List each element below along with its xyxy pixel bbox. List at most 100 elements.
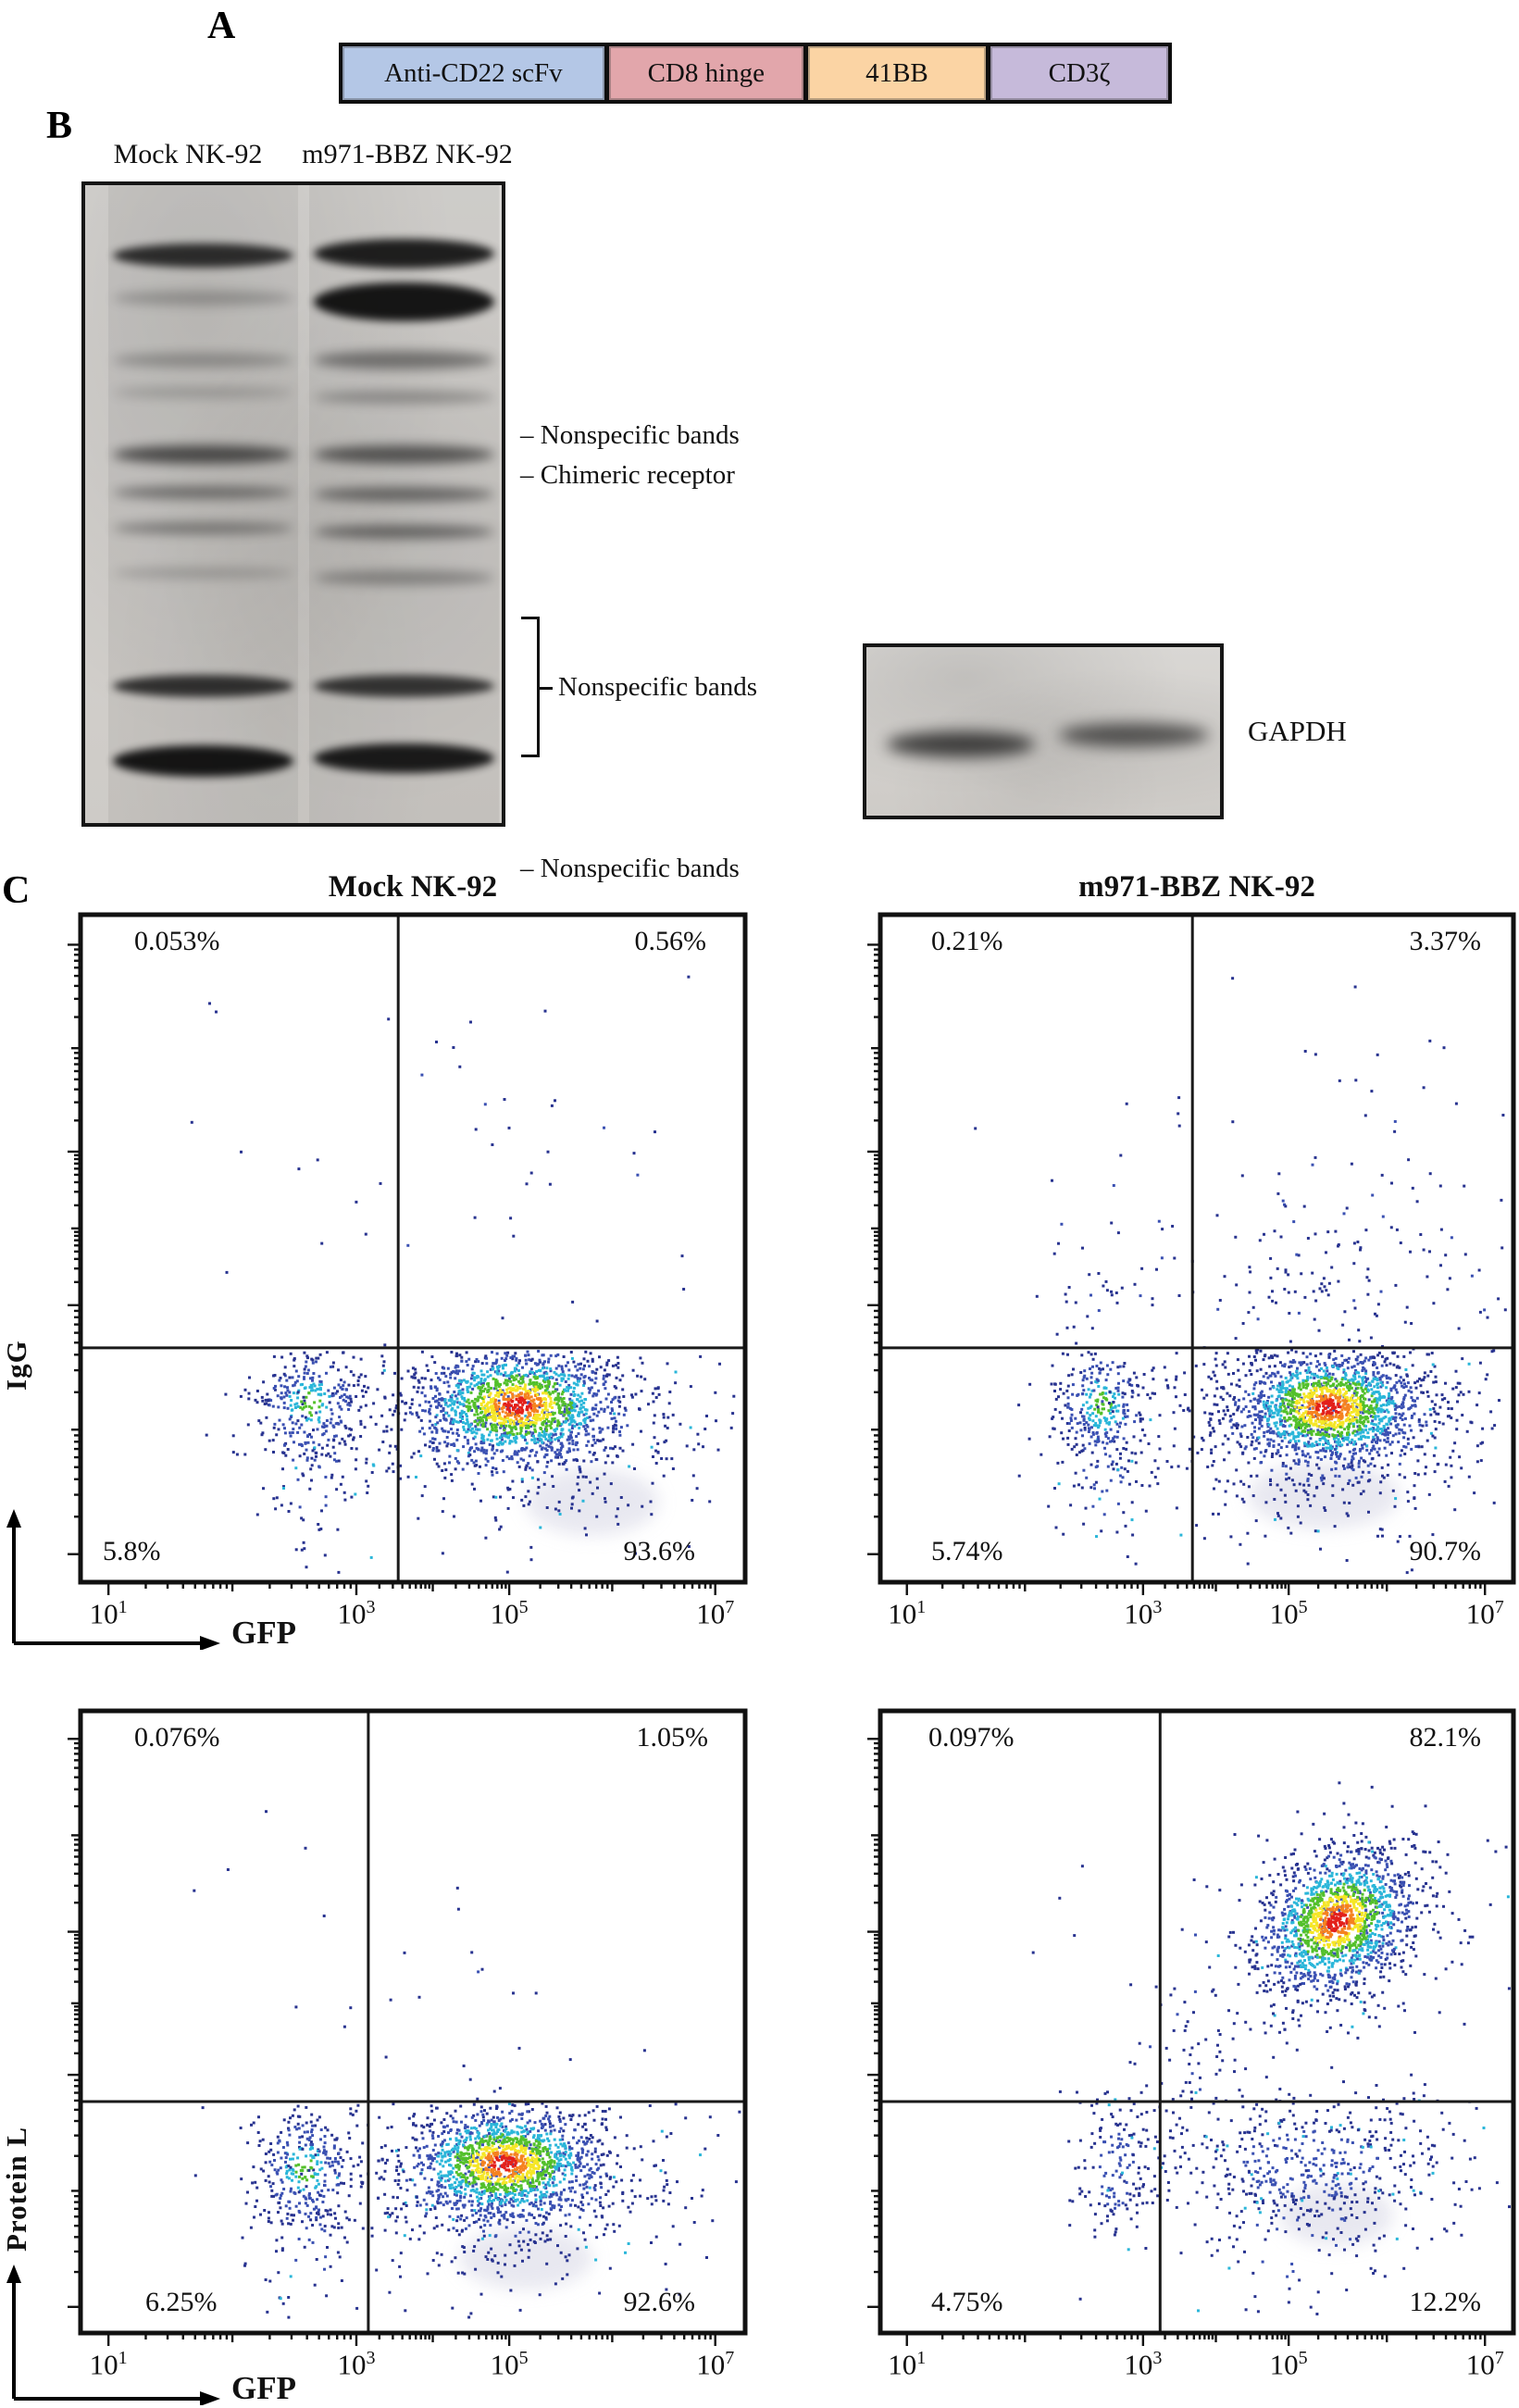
- construct-segment-cd8-hinge: CD8 hinge: [608, 46, 803, 100]
- x-tick-label: 101: [89, 1597, 128, 1630]
- x-tick-label: 103: [1124, 1597, 1163, 1630]
- x-tick-label: 105: [1269, 2348, 1308, 2381]
- x-tick-label: 103: [337, 2348, 376, 2381]
- x-tick-label: 107: [1465, 1597, 1504, 1630]
- construct-segment-cd3zeta: CD3ζ: [990, 46, 1169, 100]
- axis-ticks: [867, 1738, 1487, 2346]
- blot-lane-label-m971: m971-BBZ NK-92: [302, 139, 513, 169]
- plot-frame: [878, 912, 1516, 1585]
- blot-lane-label-mock: Mock NK-92: [113, 139, 263, 169]
- y-axis-label-proteinl: Protein L: [0, 2127, 32, 2252]
- blot-band: [112, 745, 293, 777]
- blot-band: [313, 282, 494, 321]
- blot-band: [313, 675, 494, 697]
- quadrant-ul-pct: 0.21%: [931, 926, 1003, 956]
- quadrant-ll-pct: 5.8%: [103, 1536, 161, 1566]
- ghost-smear: [526, 1468, 659, 1536]
- construct-segment-cd3zeta-label: CD3ζ: [1048, 57, 1111, 88]
- x-axis-label-gfp-row1: GFP: [231, 1615, 296, 1651]
- axis-ticks: [867, 943, 1487, 1595]
- x-tick-label: 105: [490, 1597, 529, 1630]
- plot-title-m971: m971-BBZ NK-92: [1078, 870, 1315, 904]
- scatter-svg: [68, 912, 748, 1595]
- annotation-dash: [540, 687, 553, 690]
- western-blot-gapdh: [863, 643, 1224, 819]
- blot-band: [1059, 723, 1209, 747]
- quadrant-ur-pct: 1.05%: [636, 1722, 709, 1753]
- x-tick-label: 103: [1124, 2348, 1163, 2381]
- plot-frame: [78, 912, 748, 1585]
- blot-band: [112, 675, 293, 697]
- quadrant-ur-pct: 3.37%: [1409, 926, 1482, 956]
- plot-frame: [878, 1708, 1516, 2336]
- panel-c-label: C: [2, 869, 31, 912]
- panel-b-label: B: [46, 105, 73, 147]
- quadrant-ll-pct: 5.74%: [931, 1536, 1003, 1566]
- construct-segment-scfv-label: Anti-CD22 scFv: [384, 57, 563, 88]
- flow-plot-m971-igg: 0.21% 3.37% 5.74% 90.7% 101 103 105 107: [867, 912, 1516, 1629]
- plot-frame: [78, 1708, 748, 2336]
- axis-arrows-icon: [6, 2265, 220, 2405]
- flow-plot-mock-proteinl: 0.076% 1.05% 6.25% 92.6% 101 103 105 107: [68, 1708, 748, 2380]
- x-tick-label: 107: [696, 1597, 735, 1630]
- gapdh-label: GAPDH: [1248, 715, 1347, 747]
- quadrant-lr-pct: 12.2%: [1409, 2287, 1482, 2317]
- x-tick-label: 101: [888, 1597, 927, 1630]
- axis-ticks: [68, 1738, 716, 2346]
- ghost-smear: [459, 2227, 592, 2289]
- x-tick-label: 107: [696, 2348, 735, 2381]
- y-axis-label-igg: IgG: [0, 1340, 32, 1391]
- axis-arrows-icon: [6, 1509, 220, 1650]
- quadrant-ll-pct: 6.25%: [145, 2287, 218, 2317]
- flow-plot-m971-proteinl: 0.097% 82.1% 4.75% 12.2% 101 103 105 107: [867, 1708, 1516, 2380]
- western-blot-main: [81, 181, 505, 827]
- x-tick-label: 107: [1465, 2348, 1504, 2381]
- blot-band: [112, 291, 293, 306]
- quadrant-lr-pct: 90.7%: [1409, 1536, 1482, 1566]
- quadrant-ul-pct: 0.097%: [928, 1722, 1015, 1753]
- blot-lane: [107, 185, 298, 823]
- car-construct-diagram: Anti-CD22 scFv CD8 hinge 41BB CD3ζ: [339, 43, 1172, 104]
- blot-band: [313, 743, 494, 773]
- quadrant-ul-pct: 0.076%: [134, 1722, 220, 1753]
- construct-segment-scfv: Anti-CD22 scFv: [342, 46, 604, 100]
- quadrant-ur-pct: 0.56%: [634, 926, 707, 956]
- blot-band: [112, 445, 293, 464]
- x-axis-label-gfp-row2: GFP: [231, 2370, 296, 2406]
- scatter-points: [1031, 1781, 1511, 2315]
- x-tick-label: 101: [89, 2348, 128, 2381]
- blot-annotation: – Nonspecific bands: [520, 420, 740, 450]
- blot-band: [112, 353, 293, 368]
- scatter-points: [193, 1810, 741, 2319]
- quadrant-lr-pct: 93.6%: [623, 1536, 696, 1566]
- blot-band: [313, 391, 494, 404]
- scatter-svg: [867, 912, 1516, 1595]
- blot-band: [112, 568, 293, 579]
- construct-segment-41bb: 41BB: [807, 46, 986, 100]
- annotation-bracket: [521, 617, 540, 757]
- blot-band: [313, 445, 494, 464]
- quadrant-lr-pct: 92.6%: [623, 2287, 696, 2317]
- blot-band: [112, 243, 293, 268]
- ghost-smear: [1247, 1462, 1400, 1529]
- quadrant-ll-pct: 4.75%: [931, 2287, 1003, 2317]
- x-tick-label: 105: [1269, 1597, 1308, 1630]
- construct-segment-41bb-label: 41BB: [865, 57, 928, 88]
- axis-ticks: [68, 943, 716, 1595]
- blot-lane: [308, 185, 499, 823]
- blot-band: [112, 521, 293, 534]
- scatter-points: [974, 977, 1507, 1575]
- plot-title-mock: Mock NK-92: [328, 870, 498, 904]
- construct-segment-cd8-hinge-label: CD8 hinge: [647, 57, 766, 88]
- x-tick-label: 101: [888, 2348, 927, 2381]
- blot-annotation: Nonspecific bands: [558, 672, 758, 702]
- blot-band: [313, 351, 494, 369]
- scatter-points: [190, 975, 736, 1574]
- quadrant-ul-pct: 0.053%: [134, 926, 220, 956]
- blot-band: [313, 239, 494, 268]
- x-tick-label: 105: [490, 2348, 529, 2381]
- panel-a-label: A: [207, 5, 236, 47]
- blot-annotation: – Chimeric receptor: [520, 460, 735, 490]
- flow-plot-mock-igg: 0.053% 0.56% 5.8% 93.6% 101 103 105 107: [68, 912, 748, 1629]
